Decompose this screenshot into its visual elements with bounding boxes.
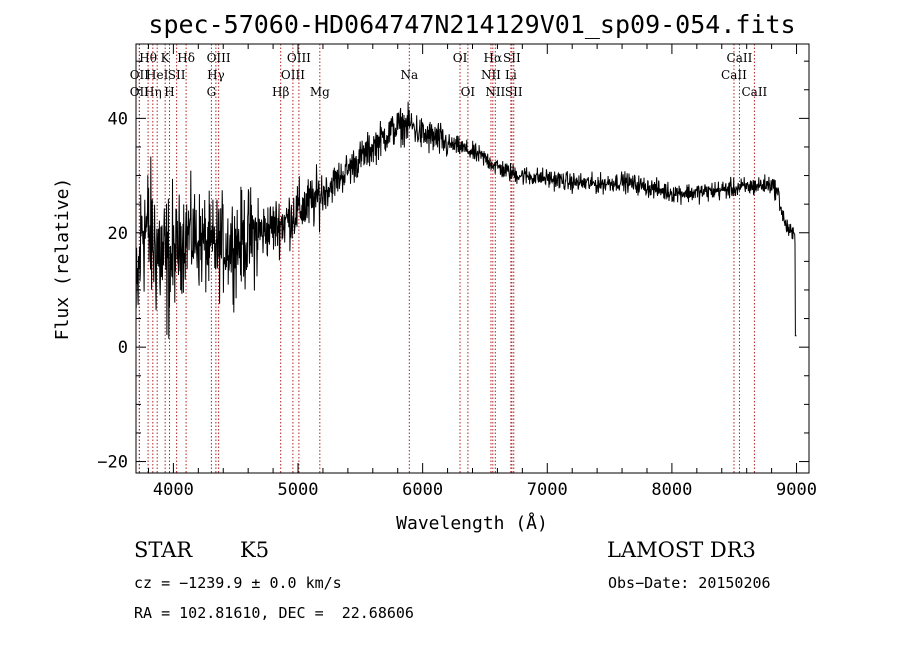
y-tick-label: 20	[108, 224, 128, 244]
spectral-line-label: Li	[505, 68, 517, 82]
spectral-line-label: Hβ	[272, 85, 289, 99]
spectral-line-label: SII	[168, 68, 186, 82]
coordinates: RA = 102.81610, DEC = 22.68606	[134, 604, 414, 622]
spectral-line-label: SII	[503, 51, 521, 65]
spectral-line-label: Hα	[484, 51, 503, 65]
spectral-line-label: H	[164, 85, 174, 99]
spectral-line-label: OI	[453, 51, 468, 65]
x-tick-label: 6000	[402, 480, 443, 500]
x-axis-label: Wavelength (Å)	[396, 512, 548, 534]
spectral-line-label: Hθ	[139, 51, 157, 65]
spectral-line-label: CaII	[727, 51, 753, 65]
x-tick-label: 9000	[776, 480, 817, 500]
spectral-line-label: OII	[130, 68, 150, 82]
x-tick-label: 5000	[278, 480, 319, 500]
spectral-line-label: HeI	[146, 68, 169, 82]
object-subclass: K5	[240, 538, 270, 562]
y-axis-label: Flux (relative)	[52, 178, 73, 341]
spectral-line-label: G	[207, 85, 217, 99]
spectrum-line	[135, 101, 797, 339]
spectral-line-label: Mg	[310, 85, 330, 99]
object-class: STAR	[134, 538, 193, 562]
x-tick-label: 7000	[527, 480, 568, 500]
y-tick-label: 40	[108, 109, 128, 129]
spectral-line-label: OII	[130, 85, 150, 99]
spectral-line-label: SII	[505, 85, 523, 99]
spectral-line-label: Hγ	[207, 68, 225, 82]
spectral-line-label: CaII	[721, 68, 747, 82]
spectral-line-label: CaII	[741, 85, 767, 99]
spectrum-series	[135, 101, 797, 339]
spectral-line-label: Hη	[144, 85, 162, 99]
spectral-line-label: OIII	[207, 51, 231, 65]
x-tick-label: 4000	[153, 480, 194, 500]
spectral-line-label: K	[161, 51, 171, 65]
spectral-line-label: OIII	[281, 68, 305, 82]
x-tick-label: 8000	[651, 480, 692, 500]
survey-name: LAMOST DR3	[607, 538, 756, 562]
spectral-line-label: NII	[481, 68, 501, 82]
redshift-readout: cz = −1239.9 ± 0.0 km/s	[134, 574, 342, 592]
plot-frame	[135, 43, 810, 474]
chart-title: spec-57060-HD064747N214129V01_sp09-054.f…	[148, 10, 795, 39]
y-tick-label: −20	[97, 453, 128, 473]
spectral-line-label: OIII	[287, 51, 311, 65]
spectral-line-label: Na	[400, 68, 418, 82]
spectral-line-markers: OII OII Hθ Hη HeI K H SII Hδ G Hγ OIII Hβ OIII OIII Mg N…	[130, 44, 768, 473]
obs-date: Obs−Date: 20150206	[608, 574, 771, 592]
axis-ticks: 4000 5000 6000 7000 8000 9000 −20 0 20 40	[97, 44, 817, 500]
y-tick-label: 0	[118, 338, 128, 358]
spectral-line-label: OI	[461, 85, 476, 99]
spectral-line-label: Hδ	[177, 51, 195, 65]
spectral-line-label: NII	[485, 85, 505, 99]
